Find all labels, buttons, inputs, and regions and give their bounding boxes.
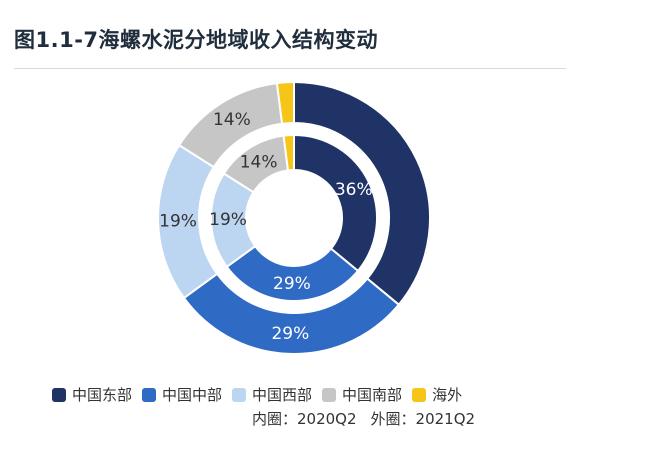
legend-item-central: 中国中部 xyxy=(142,384,222,405)
legend-swatch-overseas xyxy=(412,387,427,402)
inner-ring-slice-overseas xyxy=(282,133,295,172)
legend-label-central: 中国中部 xyxy=(162,386,223,404)
legend-label-south: 中国南部 xyxy=(342,386,403,404)
inner-ring-label-central: 29% xyxy=(273,274,311,294)
inner-ring-note: 内圈：2020Q2 xyxy=(252,410,357,428)
ring-note: 内圈：2020Q2 外圈：2021Q2 xyxy=(252,408,475,429)
outer-ring-label-west: 19% xyxy=(159,212,197,232)
inner-ring-label-east: 36% xyxy=(335,180,373,200)
legend-item-overseas: 海外 xyxy=(412,384,462,405)
legend-swatch-east xyxy=(52,387,66,402)
legend: 中国东部 中国中部 中国西部 中国南部 海外 xyxy=(52,384,472,405)
title-divider xyxy=(14,68,566,69)
outer-ring-label-central: 29% xyxy=(271,324,309,344)
inner-ring-slice-east xyxy=(293,133,378,273)
donut-chart: 36% 29% 19% 14% 29% 19% 14% xyxy=(157,80,431,355)
legend-label-west: 中国西部 xyxy=(252,386,313,404)
legend-label-overseas: 海外 xyxy=(432,386,463,404)
legend-item-east: 中国东部 xyxy=(52,384,132,405)
outer-ring-label-south: 14% xyxy=(213,110,251,130)
legend-label-east: 中国东部 xyxy=(72,386,133,404)
legend-swatch-central xyxy=(142,387,157,402)
inner-ring-label-west: 19% xyxy=(209,210,247,230)
inner-ring-label-south: 14% xyxy=(240,152,278,172)
chart-title: 图1.1-7海螺水泥分地域收入结构变动 xyxy=(14,28,379,52)
outer-ring-slice-east xyxy=(293,80,431,307)
legend-swatch-south xyxy=(322,387,337,402)
outer-ring-note: 外圈：2021Q2 xyxy=(370,410,476,428)
legend-item-south: 中国南部 xyxy=(322,384,402,405)
legend-swatch-west xyxy=(232,387,247,402)
outer-ring-slice-overseas xyxy=(275,80,295,125)
legend-item-west: 中国西部 xyxy=(232,384,312,405)
